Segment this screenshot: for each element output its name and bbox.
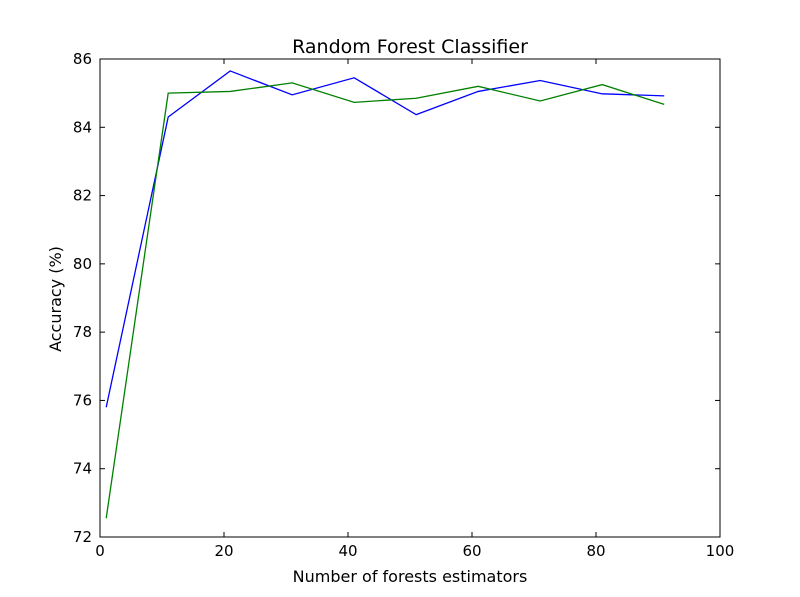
y-tick-label: 72 xyxy=(73,528,92,546)
y-tick-label: 84 xyxy=(73,118,92,136)
x-tick-label: 40 xyxy=(338,542,357,560)
y-tick-label: 74 xyxy=(73,460,92,478)
x-tick-label: 80 xyxy=(586,542,605,560)
chart-title: Random Forest Classifier xyxy=(292,36,528,58)
x-tick-label: 0 xyxy=(95,542,105,560)
series-layer xyxy=(105,70,665,519)
y-tick-label: 80 xyxy=(73,255,92,273)
x-tick-label: 20 xyxy=(214,542,233,560)
y-axis-label: Accuracy (%) xyxy=(46,246,65,352)
series-line-1 xyxy=(105,70,665,408)
plot-frame xyxy=(99,58,721,538)
x-tick-label: 60 xyxy=(462,542,481,560)
series-line-2 xyxy=(105,82,665,519)
y-tick-label: 86 xyxy=(73,50,92,68)
ticks-layer: 0 20 40 60 80 100 72 74 76 78 80 82 84 86 xyxy=(73,50,734,560)
y-tick-label: 76 xyxy=(73,391,92,409)
y-tick-label: 82 xyxy=(73,187,92,205)
y-tick-label: 78 xyxy=(73,323,92,341)
x-tick-label: 100 xyxy=(706,542,735,560)
x-axis-label: Number of forests estimators xyxy=(293,567,528,586)
